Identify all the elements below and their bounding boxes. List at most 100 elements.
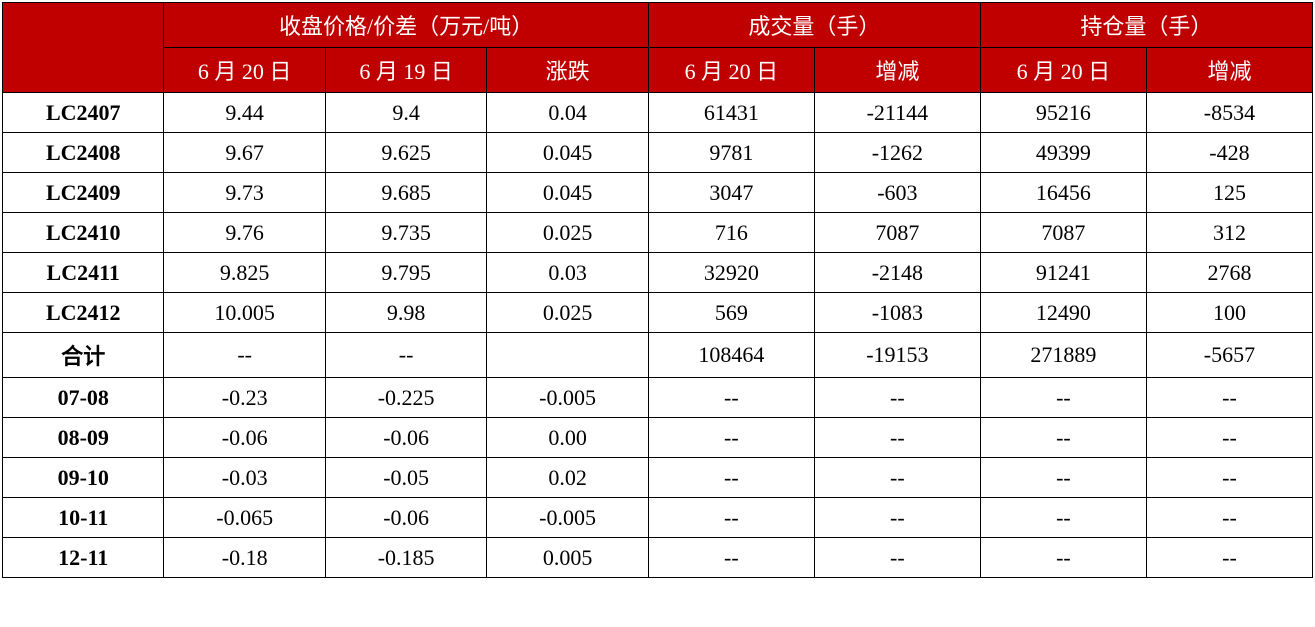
cell: -0.06 [325,498,486,538]
cell: -0.18 [164,538,325,578]
cell: -0.23 [164,378,325,418]
cell: -8534 [1146,93,1312,133]
header-col-6: 增减 [1146,48,1312,93]
row-label: 09-10 [3,458,164,498]
cell: -0.005 [487,498,648,538]
cell: -- [980,498,1146,538]
cell: -0.005 [487,378,648,418]
row-label: LC2411 [3,253,164,293]
cell: 9.685 [325,173,486,213]
cell: 9.735 [325,213,486,253]
table-row: 08-09-0.06-0.060.00-------- [3,418,1313,458]
cell: 9.76 [164,213,325,253]
row-label: 08-09 [3,418,164,458]
cell: -- [980,458,1146,498]
cell: -- [1146,498,1312,538]
row-label: 10-11 [3,498,164,538]
cell: -- [980,538,1146,578]
cell: -- [980,418,1146,458]
table-row: LC241210.0059.980.025569-108312490100 [3,293,1313,333]
header-col-1: 6 月 19 日 [325,48,486,93]
header-group-volume: 成交量（手） [648,3,980,48]
table-row: LC24099.739.6850.0453047-60316456125 [3,173,1313,213]
row-label: LC2409 [3,173,164,213]
cell: 16456 [980,173,1146,213]
cell: -- [814,538,980,578]
header-col-4: 增减 [814,48,980,93]
table-row: 12-11-0.18-0.1850.005-------- [3,538,1313,578]
cell: 0.03 [487,253,648,293]
row-label: 合计 [3,333,164,378]
cell: -1083 [814,293,980,333]
cell: 32920 [648,253,814,293]
table-row: LC24089.679.6250.0459781-126249399-428 [3,133,1313,173]
cell: 0.025 [487,213,648,253]
cell: 49399 [980,133,1146,173]
row-label: LC2412 [3,293,164,333]
cell: 0.00 [487,418,648,458]
header-group-row: 收盘价格/价差（万元/吨） 成交量（手） 持仓量（手） [3,3,1313,48]
cell: -19153 [814,333,980,378]
cell: 9781 [648,133,814,173]
table-row: 09-10-0.03-0.050.02-------- [3,458,1313,498]
cell: -- [325,333,486,378]
table-row: 07-08-0.23-0.225-0.005-------- [3,378,1313,418]
cell: 271889 [980,333,1146,378]
futures-data-table: 收盘价格/价差（万元/吨） 成交量（手） 持仓量（手） 6 月 20 日 6 月… [2,2,1313,578]
row-label: 12-11 [3,538,164,578]
cell: 9.67 [164,133,325,173]
cell: 7087 [980,213,1146,253]
cell: 9.795 [325,253,486,293]
header-col-3: 6 月 20 日 [648,48,814,93]
header-col-0: 6 月 20 日 [164,48,325,93]
cell: -2148 [814,253,980,293]
cell: -- [980,378,1146,418]
cell [487,333,648,378]
cell: 61431 [648,93,814,133]
cell: 9.625 [325,133,486,173]
cell: -- [814,378,980,418]
cell: -- [164,333,325,378]
cell: -- [1146,458,1312,498]
cell: 125 [1146,173,1312,213]
header-col-2: 涨跌 [487,48,648,93]
cell: -- [1146,378,1312,418]
row-label: 07-08 [3,378,164,418]
cell: -5657 [1146,333,1312,378]
cell: -- [814,418,980,458]
cell: -0.05 [325,458,486,498]
cell: -0.03 [164,458,325,498]
cell: -21144 [814,93,980,133]
cell: 9.4 [325,93,486,133]
cell: 0.045 [487,173,648,213]
cell: 2768 [1146,253,1312,293]
row-label: LC2410 [3,213,164,253]
cell: 9.44 [164,93,325,133]
cell: 108464 [648,333,814,378]
cell: -- [814,498,980,538]
cell: -0.065 [164,498,325,538]
row-label: LC2407 [3,93,164,133]
table-row: LC24119.8259.7950.0332920-2148912412768 [3,253,1313,293]
cell: 0.005 [487,538,648,578]
header-col-5: 6 月 20 日 [980,48,1146,93]
cell: 312 [1146,213,1312,253]
cell: 9.73 [164,173,325,213]
cell: -0.06 [325,418,486,458]
cell: 100 [1146,293,1312,333]
row-label: LC2408 [3,133,164,173]
header-group-price: 收盘价格/价差（万元/吨） [164,3,648,48]
header-blank [3,3,164,93]
cell: -- [648,458,814,498]
cell: 91241 [980,253,1146,293]
cell: 9.825 [164,253,325,293]
cell: 0.02 [487,458,648,498]
cell: -1262 [814,133,980,173]
cell: -0.06 [164,418,325,458]
cell: -- [1146,418,1312,458]
cell: 569 [648,293,814,333]
cell: 95216 [980,93,1146,133]
cell: -603 [814,173,980,213]
cell: -- [648,498,814,538]
cell: -0.225 [325,378,486,418]
